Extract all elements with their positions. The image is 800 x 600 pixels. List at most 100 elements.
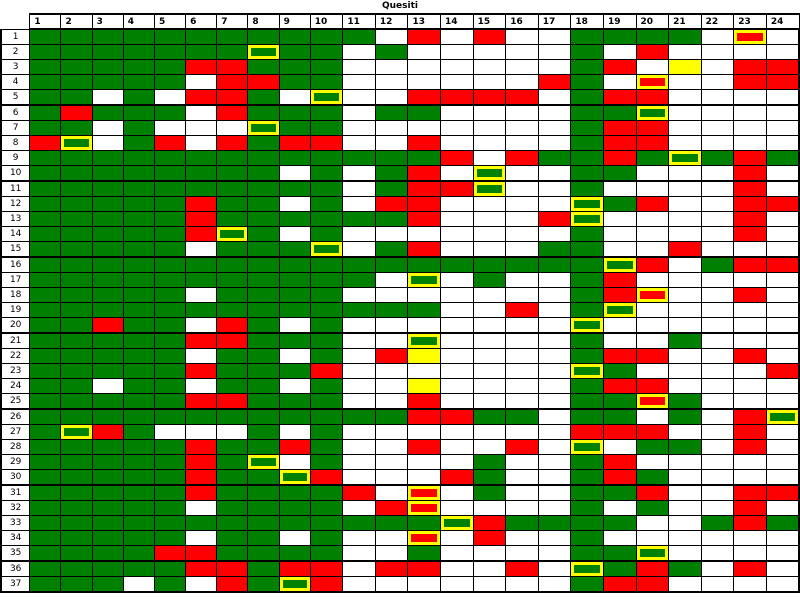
result-cell-r14-c5 bbox=[153, 226, 187, 242]
result-cell-r32-c5 bbox=[153, 500, 187, 516]
result-cell-r26-c5 bbox=[153, 408, 187, 425]
result-cell-r28-c17 bbox=[537, 439, 572, 455]
result-cell-r9-c13 bbox=[407, 150, 442, 166]
result-cell-r7-c7 bbox=[216, 120, 249, 136]
result-cell-r20-c3 bbox=[91, 317, 124, 334]
result-cell-r9-c4 bbox=[122, 150, 155, 166]
result-cell-r25-c18 bbox=[570, 393, 604, 410]
result-cell-r12-c15 bbox=[472, 196, 507, 212]
result-cell-r16-c10 bbox=[309, 256, 344, 273]
result-cell-r37-c20 bbox=[635, 576, 670, 593]
result-cell-r29-c16 bbox=[505, 454, 539, 470]
result-cell-r19-c23 bbox=[733, 302, 767, 318]
result-cell-r25-c2 bbox=[60, 393, 93, 410]
result-cell-r8-c18 bbox=[570, 135, 604, 151]
result-cell-r32-c4 bbox=[122, 500, 155, 516]
result-cell-r32-c20 bbox=[635, 500, 670, 516]
result-cell-r3-c11 bbox=[342, 59, 376, 75]
result-cell-r1-c21 bbox=[668, 28, 702, 45]
result-cell-r36-c16 bbox=[505, 560, 539, 577]
result-cell-r16-c12 bbox=[374, 256, 409, 273]
result-cell-r17-c2 bbox=[60, 272, 93, 288]
result-cell-r32-c22 bbox=[700, 500, 735, 516]
result-cell-r10-c16 bbox=[505, 165, 539, 182]
result-cell-r37-c23 bbox=[733, 576, 767, 593]
result-cell-r32-c10 bbox=[309, 500, 344, 516]
result-cell-r8-c15 bbox=[472, 135, 507, 151]
result-cell-r7-c23 bbox=[733, 120, 767, 136]
result-cell-r10-c4 bbox=[122, 165, 155, 182]
result-cell-r22-c7 bbox=[216, 348, 249, 364]
result-cell-r20-c7 bbox=[216, 317, 249, 334]
result-cell-r15-c3 bbox=[91, 241, 124, 258]
result-cell-r37-c12 bbox=[374, 576, 409, 593]
result-cell-r9-c23 bbox=[733, 150, 767, 166]
result-cell-r31-c1 bbox=[29, 484, 62, 501]
result-cell-r36-c2 bbox=[60, 560, 93, 577]
result-cell-r17-c9 bbox=[278, 272, 311, 288]
result-cell-r33-c19 bbox=[602, 515, 637, 531]
result-cell-r7-c6 bbox=[185, 120, 218, 136]
result-cell-r7-c20 bbox=[635, 120, 670, 136]
result-cell-r12-c19 bbox=[602, 196, 637, 212]
result-cell-r30-c12 bbox=[374, 469, 409, 486]
result-cell-r36-c24 bbox=[765, 560, 800, 577]
row-label-32: 32 bbox=[0, 500, 31, 516]
result-cell-r25-c9 bbox=[278, 393, 311, 410]
row-label-35: 35 bbox=[0, 545, 31, 562]
column-header-22: 22 bbox=[700, 13, 735, 30]
result-cell-r8-c17 bbox=[537, 135, 572, 151]
result-cell-r12-c3 bbox=[91, 196, 124, 212]
result-cell-r34-c15 bbox=[472, 530, 507, 546]
result-cell-r12-c22 bbox=[700, 196, 735, 212]
result-cell-r36-c13 bbox=[407, 560, 442, 577]
result-cell-r30-c17 bbox=[537, 469, 572, 486]
result-cell-r25-c7 bbox=[216, 393, 249, 410]
result-cell-r31-c8 bbox=[247, 484, 280, 501]
highlight-ring bbox=[217, 227, 248, 241]
result-cell-r15-c7 bbox=[216, 241, 249, 258]
result-cell-r32-c3 bbox=[91, 500, 124, 516]
result-cell-r30-c20 bbox=[635, 469, 670, 486]
result-cell-r24-c20 bbox=[635, 378, 670, 394]
result-cell-r30-c6 bbox=[185, 469, 218, 486]
result-cell-r9-c6 bbox=[185, 150, 218, 166]
result-cell-r20-c6 bbox=[185, 317, 218, 334]
result-cell-r24-c12 bbox=[374, 378, 409, 394]
result-cell-r31-c11 bbox=[342, 484, 376, 501]
result-cell-r14-c8 bbox=[247, 226, 280, 242]
result-cell-r29-c17 bbox=[537, 454, 572, 470]
row-label-37: 37 bbox=[0, 576, 31, 593]
result-cell-r3-c1 bbox=[29, 59, 62, 75]
result-cell-r23-c12 bbox=[374, 363, 409, 379]
result-cell-r14-c10 bbox=[309, 226, 344, 242]
result-cell-r25-c14 bbox=[440, 393, 474, 410]
result-cell-r29-c11 bbox=[342, 454, 376, 470]
result-cell-r27-c23 bbox=[733, 424, 767, 440]
result-cell-r33-c24 bbox=[765, 515, 800, 531]
result-cell-r11-c12 bbox=[374, 180, 409, 197]
result-cell-r17-c8 bbox=[247, 272, 280, 288]
result-cell-r10-c11 bbox=[342, 165, 376, 182]
column-header-10: 10 bbox=[309, 13, 344, 30]
result-cell-r35-c19 bbox=[602, 545, 637, 562]
result-cell-r10-c12 bbox=[374, 165, 409, 182]
highlight-ring bbox=[310, 242, 343, 256]
result-cell-r25-c20 bbox=[635, 393, 670, 410]
result-cell-r14-c7 bbox=[216, 226, 249, 242]
result-cell-r20-c17 bbox=[537, 317, 572, 334]
result-cell-r7-c13 bbox=[407, 120, 442, 136]
result-cell-r33-c1 bbox=[29, 515, 62, 531]
result-cell-r23-c9 bbox=[278, 363, 311, 379]
result-cell-r5-c13 bbox=[407, 89, 442, 106]
result-cell-r6-c9 bbox=[278, 104, 311, 121]
result-cell-r8-c21 bbox=[668, 135, 702, 151]
result-cell-r21-c24 bbox=[765, 332, 800, 349]
result-cell-r31-c5 bbox=[153, 484, 187, 501]
row-label-1: 1 bbox=[0, 28, 31, 45]
result-cell-r9-c11 bbox=[342, 150, 376, 166]
result-cell-r14-c17 bbox=[537, 226, 572, 242]
result-cell-r14-c15 bbox=[472, 226, 507, 242]
result-cell-r25-c19 bbox=[602, 393, 637, 410]
result-cell-r19-c20 bbox=[635, 302, 670, 318]
